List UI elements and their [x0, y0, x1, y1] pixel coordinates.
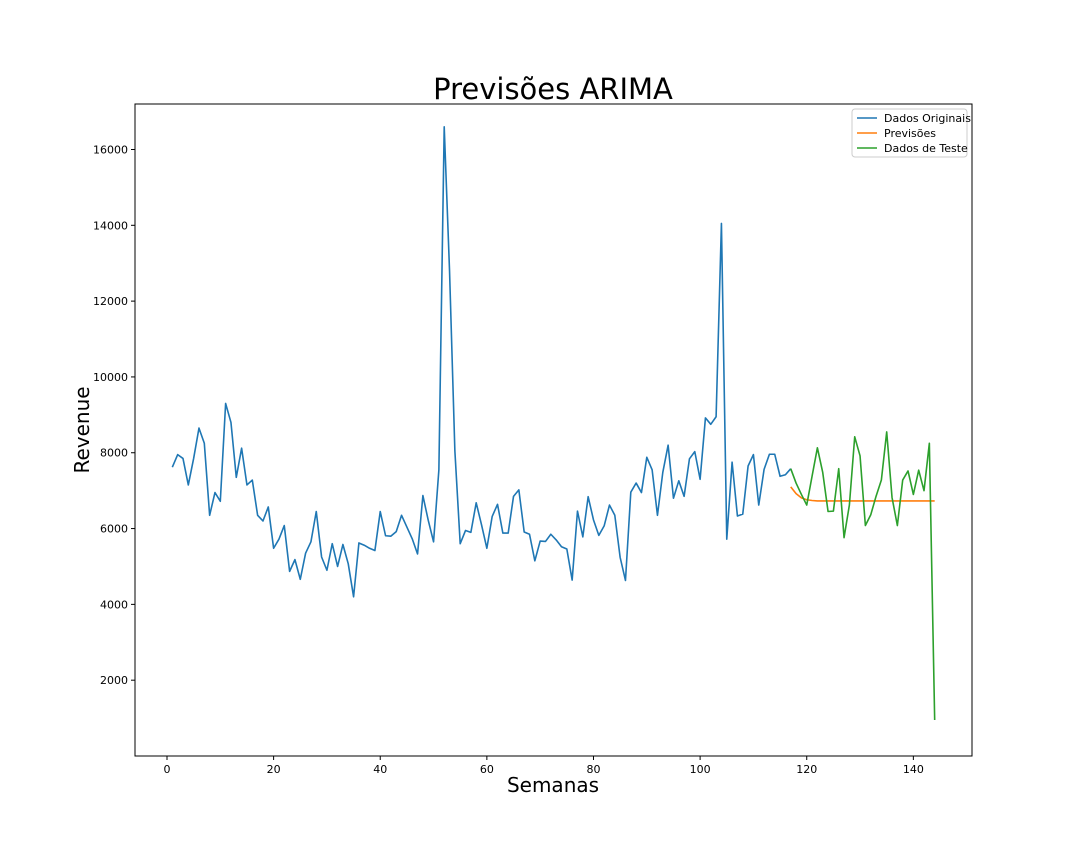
legend-entry: Dados de Teste	[884, 142, 968, 155]
x-axis-title: Semanas	[507, 773, 599, 797]
x-tick-label: 60	[480, 763, 494, 776]
y-axis-title: Revenue	[70, 386, 94, 473]
y-tick-label: 16000	[93, 143, 128, 156]
plot-area	[134, 103, 973, 757]
y-tick-label: 8000	[100, 447, 128, 460]
legend-entry: Dados Originais	[884, 112, 971, 125]
legend-entry: Previsões	[884, 127, 936, 140]
series-line-3	[789, 431, 936, 721]
y-tick-label: 6000	[100, 523, 128, 536]
y-tick-label: 2000	[100, 674, 128, 687]
y-tick-label: 10000	[93, 371, 128, 384]
y-tick-label: 12000	[93, 295, 128, 308]
x-tick-label: 120	[796, 763, 817, 776]
y-tick-label: 4000	[100, 598, 128, 611]
x-tick-label: 0	[163, 763, 170, 776]
x-tick-label: 80	[586, 763, 600, 776]
chart-title: Previsões ARIMA	[433, 72, 673, 106]
x-tick-label: 140	[903, 763, 924, 776]
y-tick-label: 14000	[93, 219, 128, 232]
x-tick-label: 100	[690, 763, 711, 776]
series-line-1	[171, 125, 792, 598]
legend-box	[851, 108, 968, 158]
legend: Dados Originais Previsões Dados de Teste	[851, 108, 971, 158]
x-tick-label: 20	[267, 763, 281, 776]
series-layer	[171, 125, 936, 721]
axis-ticks: 0 20 40 60 80 100 120 140 2000 4000 6000 8000 10000 1…	[93, 143, 924, 776]
x-tick-label: 40	[373, 763, 387, 776]
